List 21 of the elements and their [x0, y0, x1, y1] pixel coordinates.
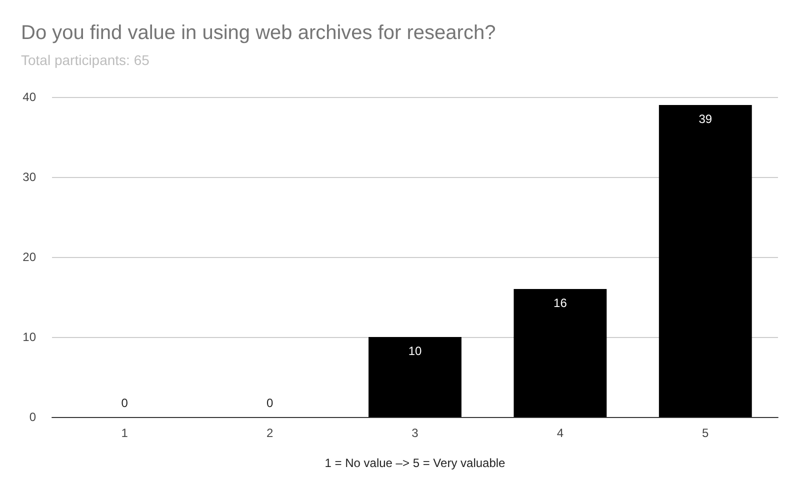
bar — [514, 289, 607, 417]
data-label: 39 — [698, 112, 712, 126]
y-tick-label: 40 — [22, 90, 36, 104]
x-tick-label: 2 — [266, 426, 274, 440]
x-axis-title: 1 = No value –> 5 = Very valuable — [324, 456, 506, 470]
y-tick-label: 30 — [22, 170, 36, 184]
y-tick-label: 10 — [22, 330, 36, 344]
data-label: 16 — [554, 296, 568, 310]
data-label: 0 — [121, 396, 128, 410]
data-label: 0 — [266, 396, 274, 410]
x-tick-label: 4 — [556, 426, 564, 440]
chart-title: Do you find value in using web archives for research? — [21, 22, 496, 44]
bar — [658, 105, 752, 417]
data-label: 10 — [408, 344, 422, 358]
bar — [368, 337, 462, 417]
chart-subtitle: Total participants: 65 — [21, 52, 150, 68]
x-tick-label: 1 — [121, 426, 128, 440]
x-tick-label: 3 — [412, 426, 419, 440]
y-tick-label: 20 — [22, 250, 36, 264]
y-tick-label: 0 — [29, 410, 36, 424]
x-tick-label: 5 — [702, 426, 710, 440]
